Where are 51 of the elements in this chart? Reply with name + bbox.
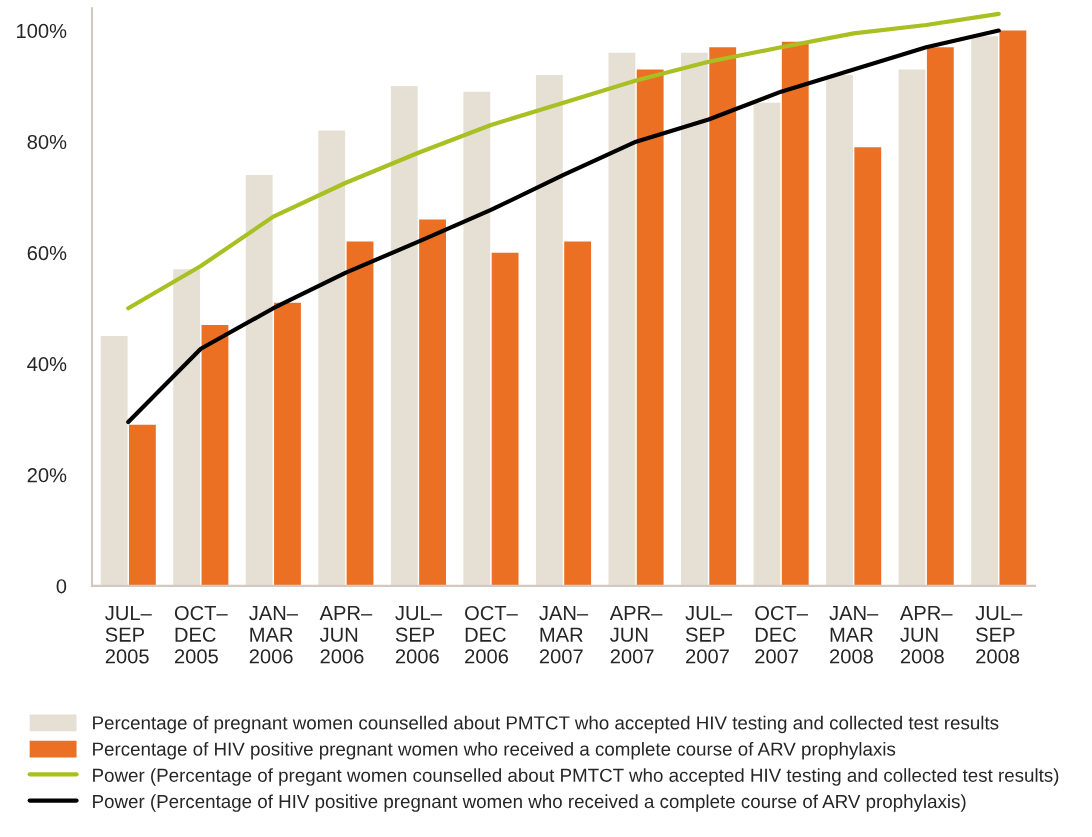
legend-label: Percentage of HIV positive pregnant women who received a complete course of ARV prophylaxis	[93, 741, 896, 760]
bar	[201, 324, 229, 586]
bar	[971, 36, 999, 586]
bar	[274, 302, 301, 586]
bar	[463, 91, 491, 586]
bar	[636, 69, 664, 586]
x-tick-label: OCT– DEC 2005	[174, 605, 228, 664]
bar	[346, 241, 374, 586]
x-tick-label: OCT– DEC 2007	[755, 605, 808, 664]
bar	[173, 269, 201, 586]
bar	[781, 41, 809, 586]
x-tick-label: APR– JUN 2006	[319, 606, 373, 664]
y-tick-label: 60%	[27, 245, 67, 261]
legend-label: Percentage of pregnant women counselled about PMTCT who accepted HIV testing and collected test results	[93, 715, 999, 734]
bar	[390, 86, 418, 586]
x-tick-label: APR– JUN 2008	[899, 606, 953, 664]
bar	[709, 47, 737, 586]
x-tick-label: JAN– MAR 2007	[539, 606, 589, 664]
bar	[854, 147, 882, 586]
bar	[999, 30, 1027, 586]
bar	[491, 252, 519, 586]
x-tick-label: OCT– DEC 2006	[465, 605, 518, 664]
bar	[926, 47, 954, 586]
x-tick-label: APR– JUN 2007	[609, 606, 663, 664]
x-tick-label: JUL– SEP 2006	[395, 606, 442, 664]
x-tick-label: JUL– SEP 2007	[685, 606, 733, 664]
bar	[681, 52, 708, 586]
y-tick-label: 0	[56, 579, 67, 594]
y-tick-label: 100%	[17, 23, 67, 39]
bar	[128, 424, 156, 586]
bar	[100, 336, 128, 586]
bar	[564, 241, 592, 586]
bar	[245, 174, 273, 586]
line-series	[126, 11, 1001, 311]
bar	[318, 130, 346, 586]
legend-label: Power (Percentage of pregant women counselled about PMTCT who accepted HIV testing and collected test results)	[93, 768, 1059, 786]
x-tick-label: JAN– MAR 2006	[249, 606, 298, 664]
legend-label: Power (Percentage of HIV positive pregnant women who received a complete course of ARV prophylaxis)	[93, 794, 966, 812]
y-tick-label: 40%	[27, 357, 67, 372]
bar	[535, 75, 563, 586]
y-tick-label: 80%	[27, 134, 67, 150]
bar	[753, 102, 781, 586]
x-tick-label: JUL– SEP 2005	[105, 606, 152, 664]
x-tick-label: JUL– SEP 2008	[975, 606, 1023, 664]
x-tick-label: JAN– MAR 2008	[829, 606, 879, 664]
y-tick-label: 20%	[27, 468, 67, 483]
bar	[826, 75, 853, 586]
line-series	[126, 28, 1001, 425]
bar	[898, 69, 926, 586]
bar	[419, 219, 446, 586]
bar	[608, 52, 636, 586]
